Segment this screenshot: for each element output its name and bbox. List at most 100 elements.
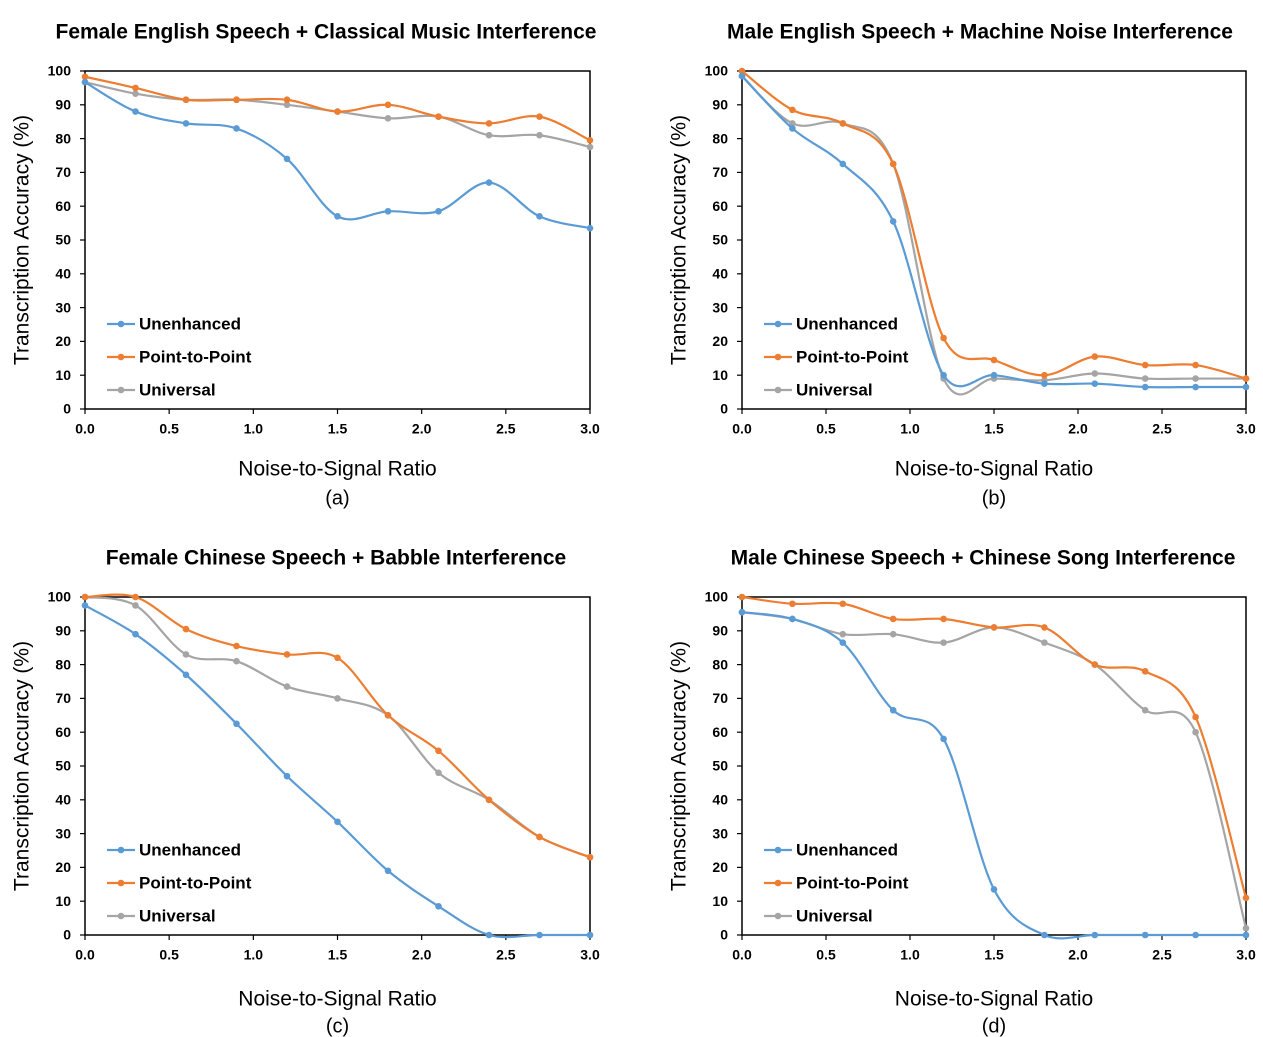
data-point <box>1141 361 1149 369</box>
series-line <box>84 81 591 230</box>
data-point <box>435 769 442 777</box>
data-point <box>789 600 796 608</box>
legend-swatch-marker <box>774 912 782 920</box>
data-point <box>586 224 594 232</box>
legend-swatch-marker <box>117 879 125 887</box>
data-point <box>384 712 392 719</box>
data-point <box>1242 931 1250 939</box>
data-point <box>536 931 543 939</box>
data-point <box>81 78 89 86</box>
series-line <box>741 75 1246 389</box>
chart-panel-d: Male Chinese Speech + Chinese Song Inter… <box>668 547 1256 1037</box>
data-point <box>384 101 392 109</box>
data-point <box>839 639 847 646</box>
data-point <box>940 735 947 743</box>
data-point <box>839 160 847 168</box>
x-tick-label: 0.0 <box>732 947 752 963</box>
x-tick-label: 3.0 <box>1236 947 1256 963</box>
data-point <box>586 853 594 861</box>
data-point <box>1041 624 1048 631</box>
data-point <box>889 706 897 714</box>
data-point <box>1041 639 1048 646</box>
series-point-to-point <box>738 593 1250 902</box>
data-point <box>1192 361 1199 369</box>
data-point <box>839 120 847 127</box>
data-point <box>182 671 190 679</box>
x-tick-label: 0.5 <box>159 947 179 963</box>
y-tick-label: 70 <box>712 164 728 180</box>
x-tick-label: 1.5 <box>328 947 348 963</box>
data-point <box>334 818 341 826</box>
y-tick-label: 60 <box>712 724 728 740</box>
y-tick-label: 0 <box>720 927 728 943</box>
data-point <box>334 654 341 662</box>
data-point <box>1091 380 1099 387</box>
data-point <box>81 73 89 81</box>
series-unenhanced <box>81 602 594 939</box>
legend-swatch-marker <box>117 320 125 328</box>
x-tick-label: 2.0 <box>412 947 432 963</box>
data-point <box>889 218 897 225</box>
data-point <box>182 96 190 104</box>
x-tick-label: 1.0 <box>900 421 920 437</box>
data-point <box>233 125 240 132</box>
legend-entry: Unenhanced <box>796 840 898 859</box>
data-point <box>485 179 493 186</box>
x-tick-label: 0.0 <box>75 421 95 437</box>
data-point <box>1242 924 1250 932</box>
series-line <box>84 595 591 859</box>
data-point <box>1091 370 1099 377</box>
data-point <box>435 113 442 120</box>
y-axis-label: Transcription Accuracy (%) <box>668 641 691 891</box>
data-point <box>889 630 897 638</box>
y-tick-label: 90 <box>55 97 71 113</box>
y-tick-label: 70 <box>712 690 728 706</box>
x-tick-label: 2.0 <box>412 421 432 437</box>
data-point <box>1242 375 1250 382</box>
y-tick-label: 40 <box>712 266 728 282</box>
x-tick-label: 1.5 <box>984 421 1004 437</box>
y-axis-label: Transcription Accuracy (%) <box>11 115 34 365</box>
data-point <box>1192 931 1199 939</box>
data-point <box>586 143 594 151</box>
data-point <box>283 651 291 658</box>
x-tick-label: 0.0 <box>732 421 752 437</box>
y-tick-label: 50 <box>712 232 728 248</box>
data-point <box>233 96 240 104</box>
x-tick-label: 2.5 <box>496 947 516 963</box>
y-tick-label: 0 <box>720 401 728 417</box>
y-tick-label: 10 <box>55 367 71 383</box>
data-point <box>283 772 291 780</box>
data-point <box>334 108 341 115</box>
legend-swatch-marker <box>774 320 782 328</box>
y-tick-label: 50 <box>55 758 71 774</box>
panel-label: (d) <box>982 1015 1006 1037</box>
legend-entry: Unenhanced <box>139 314 241 333</box>
data-point <box>536 131 543 139</box>
y-tick-label: 10 <box>712 893 728 909</box>
data-point <box>485 131 493 139</box>
legend-entry: Universal <box>796 906 873 925</box>
data-point <box>839 630 847 638</box>
data-point <box>283 96 291 104</box>
data-point <box>81 593 89 601</box>
data-point <box>1091 661 1099 668</box>
y-tick-label: 70 <box>55 690 71 706</box>
data-point <box>1041 371 1048 379</box>
y-tick-label: 0 <box>63 927 71 943</box>
x-tick-label: 1.5 <box>328 421 348 437</box>
data-point <box>738 593 746 601</box>
data-point <box>940 371 947 379</box>
legend-swatch-marker <box>117 353 125 361</box>
data-point <box>586 136 594 144</box>
data-point <box>132 602 139 609</box>
panel-label: (a) <box>325 487 349 509</box>
y-tick-label: 40 <box>712 792 728 808</box>
data-point <box>789 106 796 114</box>
legend-entry: Point-to-Point <box>139 873 252 892</box>
data-point <box>233 720 240 728</box>
x-tick-label: 0.5 <box>816 421 836 437</box>
data-point <box>1192 375 1199 382</box>
data-point <box>738 72 746 80</box>
data-point <box>586 931 594 939</box>
